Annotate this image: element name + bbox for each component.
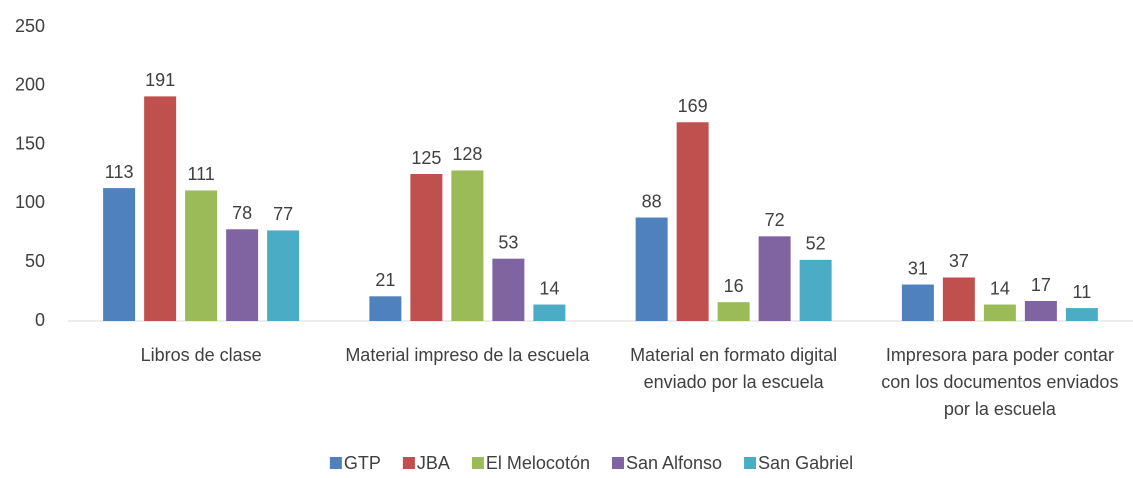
x-tick-label: Material impreso de la escuela bbox=[345, 345, 590, 365]
bar bbox=[901, 284, 934, 321]
bar bbox=[717, 302, 750, 321]
bar bbox=[533, 304, 566, 321]
value-label: 21 bbox=[375, 270, 395, 290]
x-tick-label: Impresora para poder contar con los docum… bbox=[881, 345, 1118, 419]
bar bbox=[144, 96, 177, 321]
x-tick-line: por la escuela bbox=[944, 399, 1057, 419]
legend-swatch bbox=[744, 457, 757, 469]
bar bbox=[799, 259, 832, 321]
y-tick-label: 0 bbox=[35, 310, 45, 330]
legend-label: JBA bbox=[417, 453, 450, 473]
value-label: 14 bbox=[539, 278, 559, 298]
y-tick-label: 200 bbox=[15, 75, 45, 95]
bar bbox=[451, 170, 484, 321]
legend: GTP JBA El Melocotón San Alfonso San Gabriel bbox=[329, 453, 853, 473]
value-label: 111 bbox=[187, 164, 214, 184]
bar bbox=[758, 236, 791, 321]
value-label: 11 bbox=[1073, 282, 1092, 302]
bar bbox=[369, 296, 402, 321]
bar bbox=[942, 277, 975, 321]
value-label: 77 bbox=[273, 204, 293, 224]
legend-swatch bbox=[329, 457, 342, 469]
value-label: 14 bbox=[990, 278, 1010, 298]
x-tick-line: Material en formato digital bbox=[630, 345, 837, 365]
y-tick-label: 250 bbox=[15, 16, 45, 36]
value-label: 113 bbox=[105, 162, 134, 182]
bar bbox=[1065, 308, 1098, 321]
bar bbox=[492, 258, 525, 321]
x-tick-line: enviado por la escuela bbox=[644, 372, 825, 392]
x-tick-label: Material en formato digital enviado por l… bbox=[630, 345, 837, 392]
value-label: 72 bbox=[765, 210, 785, 230]
bar bbox=[267, 230, 300, 321]
bar bbox=[676, 122, 709, 321]
legend-label: GTP bbox=[344, 453, 381, 473]
legend-label: El Melocotón bbox=[486, 453, 590, 473]
bar bbox=[410, 174, 443, 321]
x-tick-line: Impresora para poder contar bbox=[886, 345, 1114, 365]
x-tick-line: Libros de clase bbox=[141, 345, 262, 365]
value-label: 169 bbox=[678, 96, 708, 116]
value-label: 17 bbox=[1031, 275, 1051, 295]
legend-swatch bbox=[471, 457, 484, 469]
y-tick-label: 50 bbox=[25, 251, 45, 271]
bar bbox=[226, 229, 259, 321]
value-label: 52 bbox=[806, 234, 826, 254]
x-tick-label: Libros de clase bbox=[141, 345, 262, 365]
value-label: 125 bbox=[411, 148, 441, 168]
bar bbox=[185, 190, 218, 321]
x-tick-line: con los documentos enviados bbox=[881, 372, 1118, 392]
legend-label: San Gabriel bbox=[758, 453, 853, 473]
value-label: 128 bbox=[452, 144, 482, 164]
bar bbox=[983, 304, 1016, 321]
x-tick-line: Material impreso de la escuela bbox=[345, 345, 590, 365]
value-label: 78 bbox=[232, 203, 252, 223]
bar bbox=[1024, 301, 1057, 321]
value-label: 31 bbox=[908, 258, 928, 278]
y-tick-label: 100 bbox=[15, 192, 45, 212]
value-label: 88 bbox=[642, 191, 662, 211]
bar bbox=[635, 217, 668, 321]
value-label: 53 bbox=[498, 232, 518, 252]
legend-swatch bbox=[402, 457, 415, 469]
bar bbox=[103, 188, 136, 321]
legend-label: San Alfonso bbox=[626, 453, 722, 473]
value-label: 191 bbox=[145, 70, 175, 90]
y-tick-label: 150 bbox=[15, 133, 45, 153]
legend-swatch bbox=[611, 457, 624, 469]
value-label: 37 bbox=[949, 251, 969, 271]
value-label: 16 bbox=[724, 276, 744, 296]
